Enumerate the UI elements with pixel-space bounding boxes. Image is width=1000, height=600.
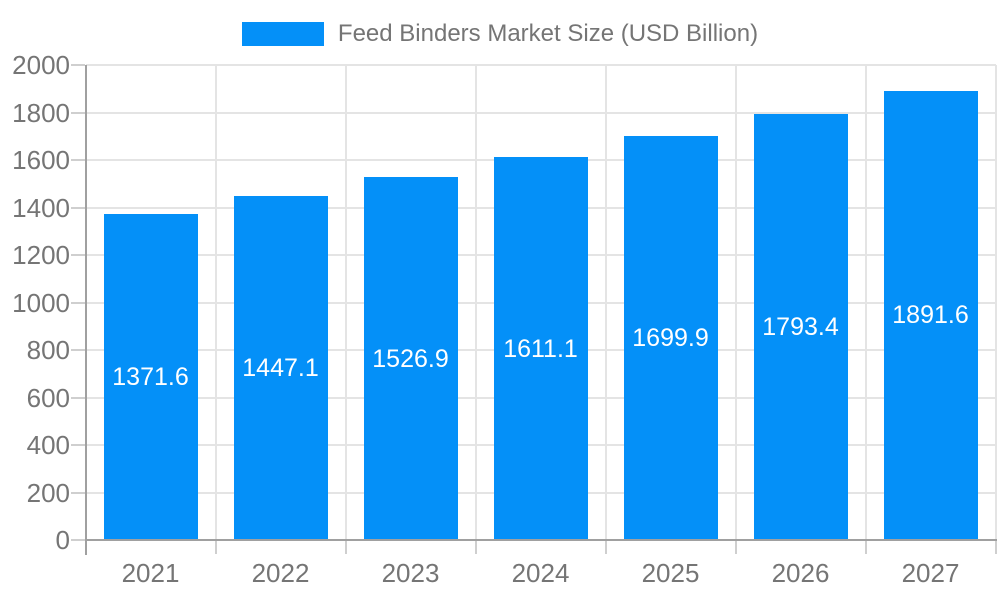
y-tick-mark (71, 349, 85, 351)
y-tick-label: 1200 (12, 240, 70, 270)
x-tick-mark (474, 540, 477, 554)
x-tick-label: 2027 (901, 558, 960, 588)
v-gridline (474, 65, 477, 540)
x-tick-mark (864, 540, 867, 554)
bar-value-label: 1526.9 (372, 344, 449, 373)
bar-2022 (233, 196, 328, 540)
chart-legend: Feed Binders Market Size (USD Billion) (0, 20, 1000, 48)
bar-2025 (623, 136, 718, 540)
v-gridline (214, 65, 217, 540)
x-tick-label: 2023 (381, 558, 440, 588)
y-tick-mark (71, 539, 85, 541)
y-tick-mark (71, 159, 85, 161)
y-tick-label: 200 (26, 477, 70, 508)
y-tick-label: 1600 (12, 145, 70, 175)
bar-value-label: 1793.4 (762, 313, 839, 342)
h-gridline (85, 111, 996, 114)
bar-value-label: 1447.1 (242, 354, 319, 383)
x-tick-label: 2026 (771, 558, 830, 588)
y-tick-mark (71, 64, 85, 66)
x-tick-label: 2022 (251, 558, 310, 588)
y-tick-label: 1000 (12, 287, 70, 318)
v-gridline (604, 65, 607, 540)
x-axis-line (84, 539, 997, 541)
bar-2026 (753, 114, 848, 540)
x-tick-label: 2021 (121, 558, 180, 588)
v-gridline (994, 65, 997, 540)
y-tick-label: 800 (26, 335, 70, 365)
y-tick-mark (71, 444, 85, 446)
x-tick-label: 2025 (641, 558, 700, 588)
bar-value-label: 1371.6 (112, 363, 189, 392)
x-tick-mark (214, 540, 217, 554)
y-tick-label: 1400 (12, 192, 70, 223)
y-tick-label: 1800 (12, 97, 70, 128)
bar-value-label: 1891.6 (892, 301, 969, 330)
bar-2023 (363, 177, 458, 540)
v-gridline (734, 65, 737, 540)
x-tick-mark (344, 540, 347, 554)
v-gridline (344, 65, 347, 540)
x-tick-label: 2024 (511, 558, 570, 588)
bar-value-label: 1699.9 (632, 324, 709, 353)
x-tick-mark (604, 540, 607, 554)
y-tick-label: 400 (26, 430, 70, 460)
y-tick-mark (71, 206, 85, 209)
y-tick-label: 2000 (12, 50, 70, 80)
legend-label: Feed Binders Market Size (USD Billion) (337, 20, 759, 47)
bar-2027 (883, 90, 978, 540)
x-tick-mark (994, 540, 997, 554)
plot-area: 1371.6 1447.1 1526.9 1611.1 1699.9 1793.4 1891… (85, 64, 997, 541)
y-tick-label: 0 (55, 525, 70, 555)
y-tick-label: 600 (26, 382, 70, 413)
bar-2024 (493, 157, 588, 540)
h-gridline (85, 64, 996, 66)
y-tick-mark (71, 111, 85, 114)
y-tick-mark (71, 396, 85, 399)
y-axis-line (84, 65, 87, 555)
bar-2021 (103, 214, 198, 540)
bar-value-label: 1611.1 (503, 334, 578, 363)
v-gridline (864, 65, 867, 540)
y-tick-mark (71, 491, 85, 494)
y-tick-mark (71, 301, 85, 304)
legend-swatch (241, 22, 324, 46)
y-tick-mark (71, 254, 85, 256)
x-tick-mark (734, 540, 737, 554)
